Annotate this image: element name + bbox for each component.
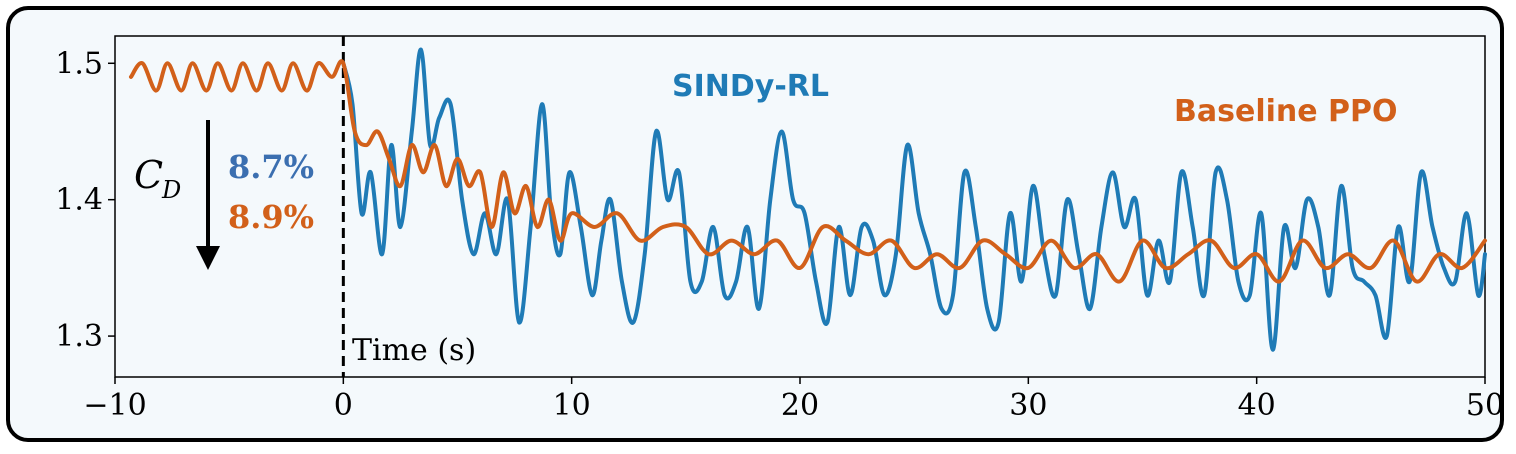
baseline-ppo-series-line <box>129 59 1487 284</box>
series-label-sindy: SINDy-RL <box>672 69 829 104</box>
y-tick-label: 1.5 <box>55 46 103 81</box>
x-tick-label: 30 <box>1009 388 1047 423</box>
x-tick-label: 50 <box>1466 388 1504 423</box>
x-axis-label: Time (s) <box>352 333 476 368</box>
x-tick-label: 20 <box>781 388 819 423</box>
x-tick-label: −10 <box>83 388 146 423</box>
series-lines <box>129 47 1487 352</box>
x-tick-label: 40 <box>1238 388 1276 423</box>
figure-frame <box>6 6 1504 442</box>
decrease-arrow-icon <box>196 246 220 270</box>
x-tick-label: 10 <box>553 388 591 423</box>
cd-symbol: C <box>134 153 163 197</box>
x-tick-label: 0 <box>334 388 353 423</box>
pct-reduction-sindy: 8.7% <box>228 148 314 186</box>
cd-subscript: D <box>161 176 181 204</box>
y-tick-label: 1.4 <box>55 183 103 218</box>
y-tick-label: 1.3 <box>55 319 103 354</box>
series-label-ppo: Baseline PPO <box>1174 94 1398 129</box>
axis-ticks: −10 0 10 20 30 40 50 1.3 1.4 1.5 <box>55 46 1504 423</box>
pct-reduction-ppo: 8.9% <box>228 198 314 236</box>
